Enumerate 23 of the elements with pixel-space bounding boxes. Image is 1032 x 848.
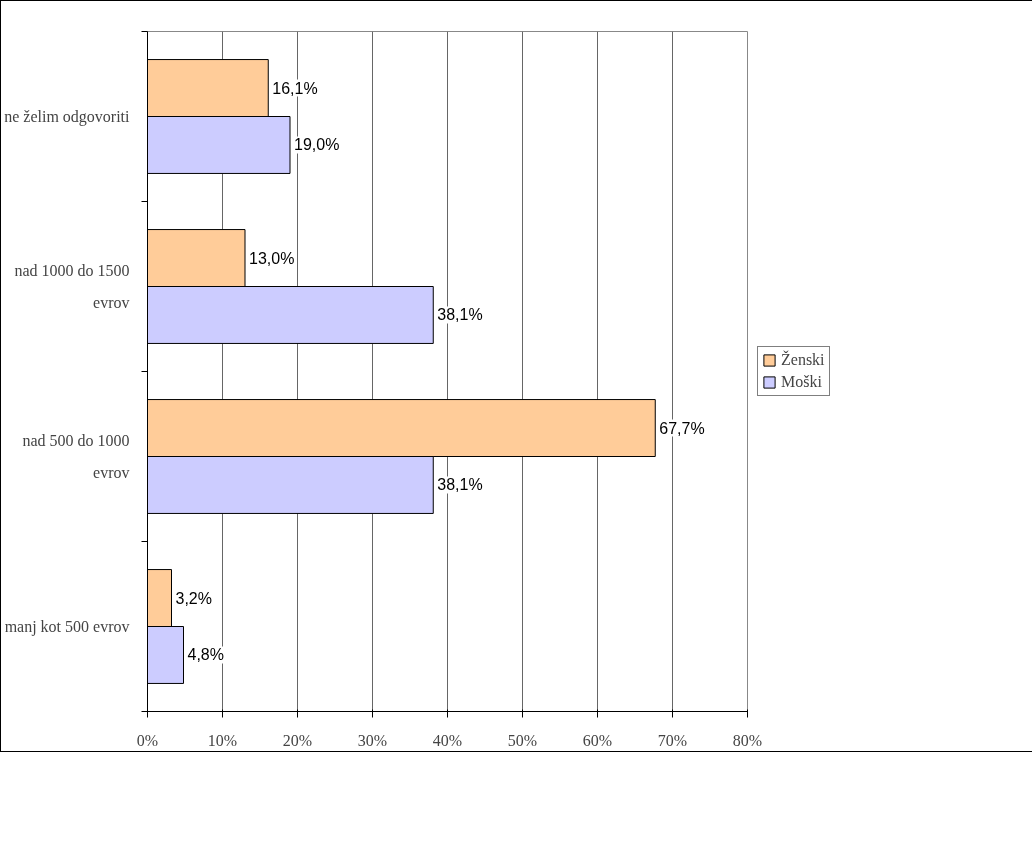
- x-tick-label: 80%: [732, 731, 763, 749]
- data-label: 38,1%: [437, 476, 483, 494]
- y-tick-label: nad 1000 do 1500 evrov: [14, 261, 130, 312]
- data-label: 3,2%: [175, 589, 212, 607]
- data-label: 4,8%: [187, 646, 224, 664]
- data-label: 13,0%: [249, 249, 295, 267]
- x-tick-label: 10%: [207, 731, 238, 749]
- x-tick-label: 40%: [432, 731, 463, 749]
- data-label: 67,7%: [659, 419, 705, 437]
- x-tick-label: 30%: [357, 731, 388, 749]
- x-tick-label: 0%: [136, 731, 159, 749]
- y-tick-label: nad 500 do 1000 evrov: [22, 431, 130, 482]
- legend-label: Moški: [781, 373, 822, 391]
- x-tick-label: 20%: [282, 731, 313, 749]
- x-tick-label: 60%: [582, 731, 613, 749]
- y-tick-label: manj kot 500 evrov: [4, 618, 130, 636]
- legend-label: Ženski: [781, 351, 825, 369]
- data-label: 38,1%: [437, 306, 483, 324]
- data-label: 16,1%: [272, 79, 318, 97]
- y-tick-label: ne želim odgovoriti: [4, 108, 131, 126]
- x-tick-label: 70%: [657, 731, 688, 749]
- x-tick-label: 50%: [507, 731, 538, 749]
- data-label: 19,0%: [294, 136, 340, 154]
